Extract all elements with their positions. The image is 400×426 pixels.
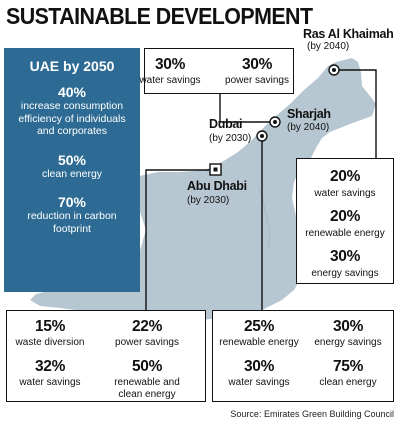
target-desc: renewable and clean energy [114, 377, 180, 400]
target-value: 30% [154, 56, 186, 73]
target-value: 30% [329, 248, 361, 265]
page-title: SUSTAINABLE DEVELOPMENT [6, 3, 313, 29]
target-desc: power savings [225, 75, 289, 86]
uae-2050-panel: UAE by 2050 40% increase consumption eff… [4, 48, 140, 292]
rak-targets-box: 20% water savings 20% renewable energy 3… [296, 158, 394, 284]
city-year: (by 2030) [187, 195, 230, 206]
city-name: Abu Dhabi [187, 179, 247, 193]
target-desc: power savings [115, 337, 179, 348]
sharjah-marker [269, 116, 281, 128]
target-desc: water savings [314, 188, 376, 199]
target-desc: clean energy [319, 377, 377, 388]
target-value: 30% [243, 358, 275, 375]
city-name: Ras Al Khaimah [303, 27, 394, 41]
target-desc: waste diversion [15, 337, 85, 348]
target-value: 22% [131, 318, 163, 335]
source-credit: Source: Emirates Green Building Council [230, 409, 394, 419]
target-desc: water savings [19, 377, 81, 388]
city-year: (by 2030) [209, 133, 252, 144]
ras-al-khaimah-marker [328, 64, 340, 76]
rak-connector [334, 69, 377, 158]
target-desc: water savings [228, 377, 290, 388]
panel-desc: reduction in carbon footprint [27, 210, 117, 235]
panel-value: 40% [57, 84, 87, 100]
target-desc: renewable energy [305, 228, 385, 239]
city-name: Sharjah [287, 107, 331, 121]
target-value: 75% [332, 358, 364, 375]
target-desc: energy savings [311, 268, 379, 279]
target-value: 30% [241, 56, 273, 73]
panel-value: 50% [57, 151, 87, 168]
abu-dhabi-targets-box: 15% waste diversion 22% power savings 32… [6, 310, 206, 402]
target-value: 20% [329, 208, 361, 225]
panel-desc: clean energy [41, 167, 103, 180]
city-year: (by 2040) [287, 122, 330, 133]
target-desc: water savings [139, 75, 201, 86]
abu-dhabi-marker [209, 163, 222, 176]
target-value: 30% [332, 318, 364, 335]
ras-al-khaimah-label: Ras Al Khaimah (by 2040) [303, 27, 394, 53]
target-value: 50% [131, 358, 163, 375]
dubai-marker [256, 130, 268, 142]
target-value: 25% [243, 318, 275, 335]
dubai-targets-box: 25% renewable energy 30% energy savings … [212, 310, 394, 402]
target-value: 20% [329, 168, 361, 185]
panel-value: 70% [57, 194, 87, 210]
city-year: (by 2040) [307, 41, 350, 52]
target-desc: energy savings [314, 337, 382, 348]
target-desc: renewable energy [219, 337, 299, 348]
target-value: 32% [34, 358, 66, 375]
panel-heading: UAE by 2050 [29, 58, 115, 74]
abu-dhabi-connector [145, 169, 216, 310]
sharjah-connector [219, 94, 275, 123]
uae-landmass [30, 58, 376, 322]
dubai-label: Dubai (by 2030) [209, 117, 252, 145]
target-value: 15% [34, 318, 66, 335]
abu-dhabi-label: Abu Dhabi (by 2030) [187, 179, 247, 207]
sharjah-label: Sharjah (by 2040) [287, 107, 331, 134]
city-name: Dubai [209, 117, 243, 131]
sharjah-targets-box: 30% water savings 30% power savings [139, 48, 294, 94]
panel-desc: increase consumption efficiency of indiv… [18, 100, 126, 137]
